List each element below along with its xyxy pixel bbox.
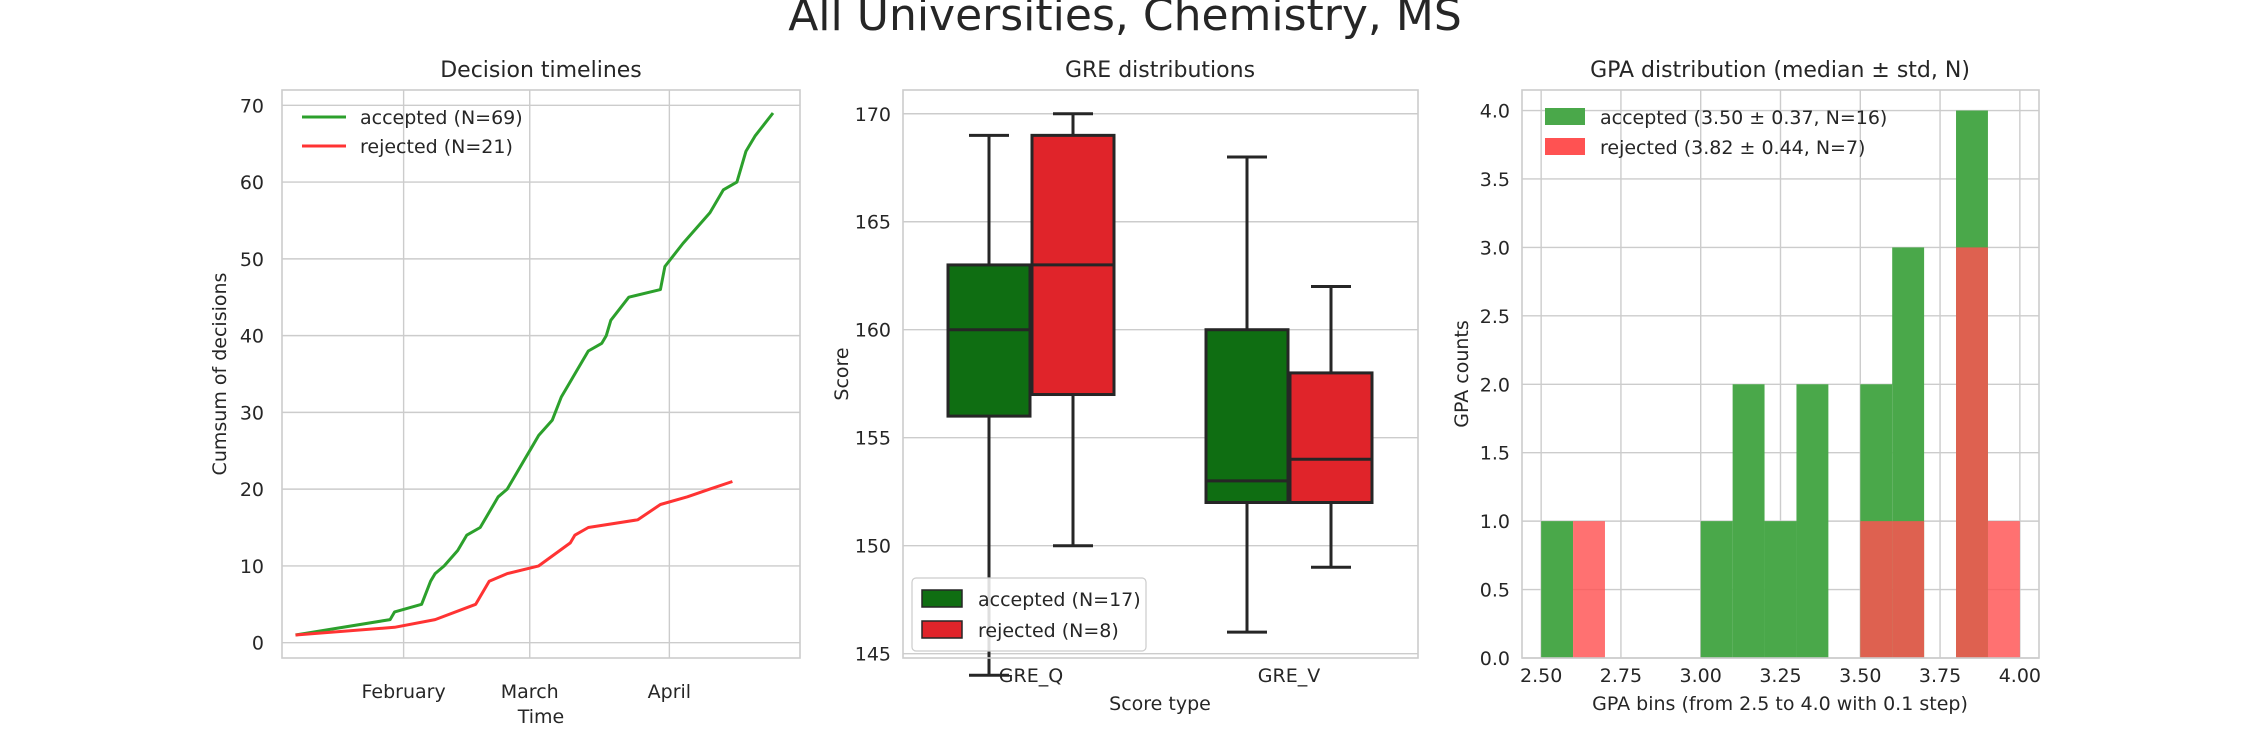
accepted-box-gre_v [1204, 155, 1290, 634]
accepted-bar [1796, 384, 1829, 658]
gpa-distribution-x-ticks: 2.50 2.75 3.00 3.25 3.50 3.75 4.00 [1520, 665, 2041, 687]
gpa-distribution-axes-frame [1521, 89, 2040, 659]
accepted-bar [1764, 521, 1797, 658]
rejected-bar [1892, 521, 1925, 658]
gre-distributions-title: GRE distributions [1065, 58, 1255, 83]
legend-accepted-label: accepted (3.50 ± 0.37, N=16) [1600, 107, 1887, 129]
legend-rejected-label: rejected (3.82 ± 0.44, N=7) [1600, 137, 1865, 159]
gre-v-tick-label: GRE_V [1258, 665, 1320, 687]
rejected-bar [1956, 247, 1988, 658]
gre-distributions-xlabel: Score type [1109, 693, 1211, 715]
x-tick-label: 2.50 [1520, 665, 1562, 687]
y-tick-label: 170 [855, 104, 891, 126]
legend-rejected-swatch [921, 620, 963, 639]
y-tick-label: 10 [240, 556, 264, 578]
x-tick-label: April [648, 681, 691, 703]
x-tick-label: 3.00 [1680, 665, 1722, 687]
y-tick-label: 3.5 [1480, 169, 1510, 191]
decision-timelines-y-ticks: 0 10 20 30 40 50 60 70 [240, 95, 264, 654]
x-tick-label: February [362, 681, 446, 703]
accepted-bar [1700, 521, 1733, 658]
panel-decision-timelines: Decision timelines 0 10 20 30 40 50 60 70 Febru… [209, 58, 801, 728]
panel-gpa-distribution: GPA distribution (median ± std, N) 0.00.… [1451, 58, 2041, 715]
gpa-distribution-title: GPA distribution (median ± std, N) [1590, 58, 1970, 83]
x-tick-label: March [501, 681, 559, 703]
y-tick-label: 70 [240, 95, 264, 117]
legend-rejected-label: rejected (N=8) [978, 620, 1119, 642]
gre-distributions-legend: accepted (N=17) rejected (N=8) [911, 577, 1147, 652]
y-tick-label: 30 [240, 402, 264, 424]
gpa-distribution-ylabel: GPA counts [1451, 320, 1473, 428]
y-tick-label: 155 [855, 428, 891, 450]
gre-distributions-ylabel: Score [831, 347, 853, 400]
y-tick-label: 60 [240, 172, 264, 194]
decision-timelines-xlabel: Time [517, 706, 565, 728]
legend-rejected-swatch [1545, 138, 1585, 155]
rejected-bar [1987, 521, 2020, 658]
gpa-distribution-y-ticks: 0.0 0.5 1.0 1.5 2.0 2.5 3.0 3.5 4.0 [1480, 101, 1510, 670]
gre-q-tick-label: GRE_Q [999, 665, 1063, 687]
x-tick-label: 2.75 [1600, 665, 1642, 687]
y-tick-label: 165 [855, 212, 891, 234]
decision-timelines-legend: accepted (N=69) rejected (N=21) [302, 107, 523, 158]
y-tick-label: 145 [855, 644, 891, 666]
iqr-box [1288, 371, 1374, 505]
rejected-box-gre_v [1288, 285, 1374, 569]
decision-timelines-series [295, 112, 775, 637]
iqr-box [946, 263, 1032, 418]
accepted-box-gre_q [946, 133, 1032, 677]
x-tick-label: 3.25 [1759, 665, 1801, 687]
gpa-distribution-legend: accepted (3.50 ± 0.37, N=16) rejected (3… [1545, 107, 1887, 159]
rejected-bar [1573, 521, 1605, 658]
y-tick-label: 3.0 [1480, 237, 1510, 259]
decision-timelines-title: Decision timelines [440, 58, 642, 83]
y-tick-label: 2.0 [1480, 374, 1510, 396]
legend-accepted-swatch [921, 589, 963, 608]
accepted-bar [1732, 384, 1765, 658]
y-tick-label: 0.0 [1480, 648, 1510, 670]
decision-timelines-x-ticks: February March April [362, 681, 692, 703]
y-tick-label: 4.0 [1480, 101, 1510, 123]
x-tick-label: 3.75 [1919, 665, 1961, 687]
y-tick-label: 1.0 [1480, 511, 1510, 533]
gre-distributions-axes-frame [902, 89, 1419, 659]
rejected-bar [1860, 521, 1893, 658]
y-tick-label: 2.5 [1480, 306, 1510, 328]
decision-timelines-grid [282, 90, 800, 658]
gpa-distribution-xlabel: GPA bins (from 2.5 to 4.0 with 0.1 step) [1592, 693, 1968, 715]
x-tick-label: 4.00 [1999, 665, 2041, 687]
y-tick-label: 150 [855, 536, 891, 558]
y-tick-label: 0 [252, 633, 264, 655]
y-tick-label: 40 [240, 326, 264, 348]
decision-timelines-axes-frame [281, 89, 801, 659]
rejected-box-gre_q [1030, 112, 1116, 548]
y-tick-label: 1.5 [1480, 443, 1510, 465]
gre-distributions-y-ticks: 145 150 155 160 165 170 [855, 104, 891, 666]
legend-accepted-swatch [1545, 108, 1585, 125]
y-tick-label: 20 [240, 479, 264, 501]
x-tick-label: 3.50 [1839, 665, 1881, 687]
legend-accepted-label: accepted (N=69) [360, 107, 523, 129]
legend-rejected-label: rejected (N=21) [360, 136, 513, 158]
legend-frame [911, 577, 1147, 652]
decision-timelines-ylabel: Cumsum of decisions [209, 273, 231, 476]
y-tick-label: 50 [240, 249, 264, 271]
gre-distributions-boxes [946, 112, 1374, 677]
panel-gre-distributions: GRE distributions 145 150 155 160 165 170 GRE… [831, 58, 1419, 715]
y-tick-label: 0.5 [1480, 580, 1510, 602]
y-tick-label: 160 [855, 320, 891, 342]
figure-title: All Universities, Chemistry, MS [788, 0, 1462, 41]
legend-accepted-label: accepted (N=17) [978, 589, 1141, 611]
iqr-box [1204, 328, 1290, 505]
accepted-line [295, 112, 775, 637]
rejected-line [295, 480, 733, 637]
gpa-distribution-bars [1541, 110, 2020, 658]
accepted-bar [1541, 521, 1574, 658]
